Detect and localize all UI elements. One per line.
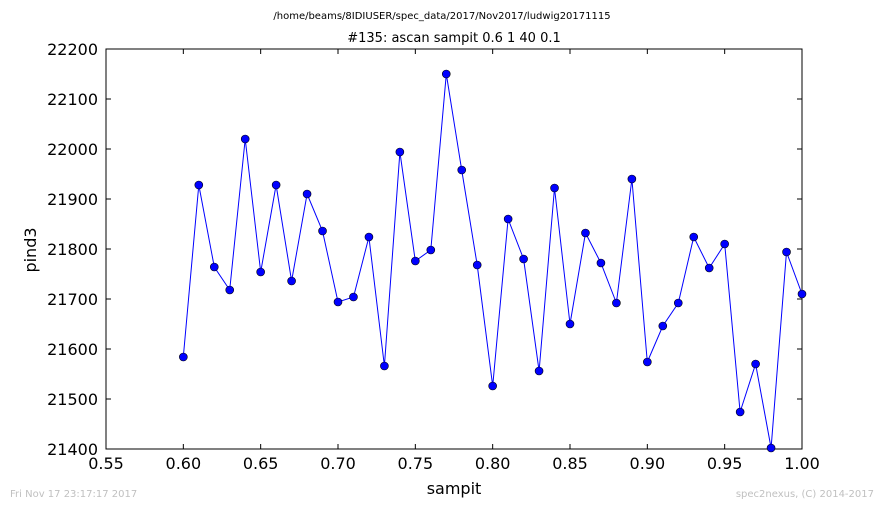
data-point: [751, 359, 760, 369]
plot-area: 0.55 0.60 0.65 0.70 0.75 0.80 0.85 0.90 0.95 1.00…: [47, 40, 820, 473]
data-point: [550, 183, 559, 193]
data-point: [627, 174, 637, 184]
data-point: [426, 245, 436, 255]
y-tick-label: 22000: [47, 140, 98, 159]
data-point: [271, 180, 281, 190]
data-point: [519, 254, 528, 264]
x-tick-label: 0.65: [243, 454, 279, 473]
y-axis-label: pind3: [21, 227, 40, 272]
x-tick-label: 1.00: [784, 454, 820, 473]
data-point: [240, 134, 250, 144]
data-point: [658, 321, 668, 331]
data-point: [287, 276, 296, 286]
x-tick-label: 0.90: [630, 454, 666, 473]
data-point: [380, 361, 389, 371]
data-point: [596, 258, 606, 268]
chart-suptitle: /home/beams/8IDIUSER/spec_data/2017/Nov2…: [273, 11, 610, 22]
x-tick-label: 0.70: [320, 454, 356, 473]
data-point: [689, 232, 699, 242]
data-point: [411, 256, 420, 266]
data-point: [318, 226, 327, 236]
series-line: [182, 73, 803, 449]
data-point: [194, 180, 204, 190]
data-point: [333, 297, 343, 307]
data-point: [643, 357, 652, 367]
data-point: [395, 147, 405, 157]
data-point: [441, 69, 451, 79]
data-point: [256, 267, 265, 277]
data-point: [472, 260, 482, 270]
y-tick-label: 21400: [47, 440, 98, 459]
x-tick-label: 0.75: [398, 454, 434, 473]
data-point: [503, 214, 513, 224]
x-tick-label: 0.55: [88, 454, 124, 473]
x-tick-label: 0.95: [707, 454, 743, 473]
y-tick-label: 21600: [47, 340, 98, 359]
data-point: [349, 292, 358, 302]
data-point: [797, 289, 807, 299]
data-point: [302, 189, 312, 199]
x-tick-label: 0.80: [475, 454, 511, 473]
data-point: [581, 228, 590, 238]
data-point: [534, 366, 544, 376]
data-point: [457, 165, 467, 175]
data-point: [704, 263, 714, 273]
data-point: [673, 298, 683, 308]
footer-timestamp: Fri Nov 17 23:17:17 2017: [10, 489, 138, 500]
y-tick-label: 21800: [47, 240, 98, 259]
x-axis-label: sampit: [427, 479, 482, 498]
data-point: [209, 262, 219, 272]
data-point: [179, 352, 188, 362]
data-point: [488, 381, 497, 391]
data-point: [565, 319, 575, 329]
data-point: [225, 285, 235, 295]
data-point: [364, 232, 374, 242]
y-tick-label: 21700: [47, 290, 98, 309]
y-tick-label: 21500: [47, 390, 98, 409]
data-point: [720, 239, 729, 249]
x-tick-label: 0.85: [552, 454, 588, 473]
data-point: [612, 298, 621, 308]
footer-credit: spec2nexus, (C) 2014-2017: [735, 489, 874, 500]
x-tick-label: 0.60: [166, 454, 202, 473]
data-point: [766, 443, 776, 453]
data-point: [735, 407, 745, 417]
chart-title: #135: ascan sampit 0.6 1 40 0.1: [347, 31, 561, 46]
y-tick-label: 21900: [47, 190, 98, 209]
y-tick-label: 22200: [47, 40, 98, 59]
data-point: [782, 247, 791, 257]
y-tick-label: 22100: [47, 90, 98, 109]
